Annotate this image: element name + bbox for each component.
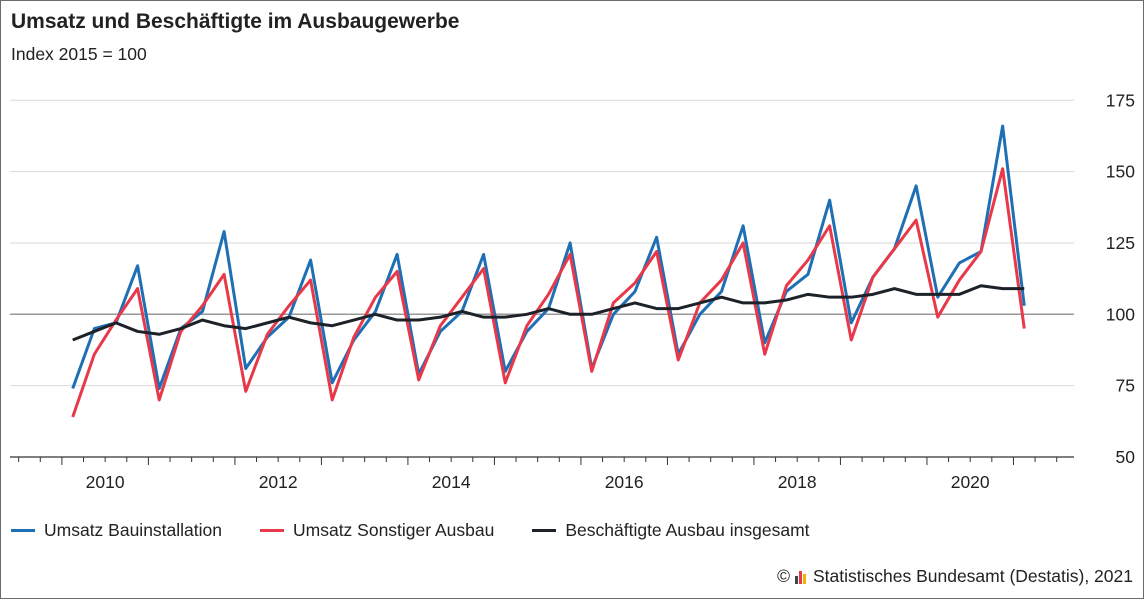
x-tick-label-2010: 2010 — [86, 472, 125, 492]
y-tick-label-125: 125 — [1106, 233, 1135, 253]
y-tick-label-150: 150 — [1106, 162, 1135, 182]
chart-title: Umsatz und Beschäftigte im Ausbaugewerbe — [11, 10, 460, 33]
copyright-symbol: © — [777, 566, 790, 586]
series-line-sonstiger_ausbau — [71, 167, 1026, 418]
x-tick-label-2012: 2012 — [259, 472, 298, 492]
legend-swatch-sonstiger-ausbau — [260, 529, 284, 532]
legend-swatch-bauinstallation — [11, 529, 35, 532]
legend-item-bauinstallation[interactable]: Umsatz Bauinstallation — [11, 520, 222, 541]
y-tick-label-50: 50 — [1116, 447, 1136, 467]
legend-label-bauinstallation: Umsatz Bauinstallation — [44, 520, 222, 540]
chart-subtitle: Index 2015 = 100 — [11, 44, 147, 64]
y-tick-label-100: 100 — [1106, 304, 1135, 324]
legend-item-beschaeftigte[interactable]: Beschäftigte Ausbau insgesamt — [532, 520, 810, 541]
x-tick-label-2014: 2014 — [432, 472, 471, 492]
series-line-beschaeftigte — [72, 284, 1025, 342]
legend-item-sonstiger-ausbau[interactable]: Umsatz Sonstiger Ausbau — [260, 520, 494, 541]
x-tick-label-2020: 2020 — [951, 472, 990, 492]
series-line-bauinstallation — [71, 124, 1026, 391]
legend-swatch-beschaeftigte — [532, 529, 557, 532]
x-tick-label-2018: 2018 — [778, 472, 817, 492]
destatis-logo-icon — [794, 570, 807, 584]
x-tick-label-2016: 2016 — [605, 472, 644, 492]
legend-label-beschaeftigte: Beschäftigte Ausbau insgesamt — [565, 520, 810, 540]
source-note: © Statistisches Bundesamt (Destatis), 20… — [777, 566, 1133, 587]
y-tick-label-175: 175 — [1106, 90, 1135, 110]
y-tick-label-75: 75 — [1116, 376, 1135, 396]
source-text: Statistisches Bundesamt (Destatis), 2021 — [812, 566, 1133, 586]
legend: Umsatz Bauinstallation Umsatz Sonstiger … — [11, 520, 848, 541]
legend-label-sonstiger-ausbau: Umsatz Sonstiger Ausbau — [293, 520, 495, 540]
